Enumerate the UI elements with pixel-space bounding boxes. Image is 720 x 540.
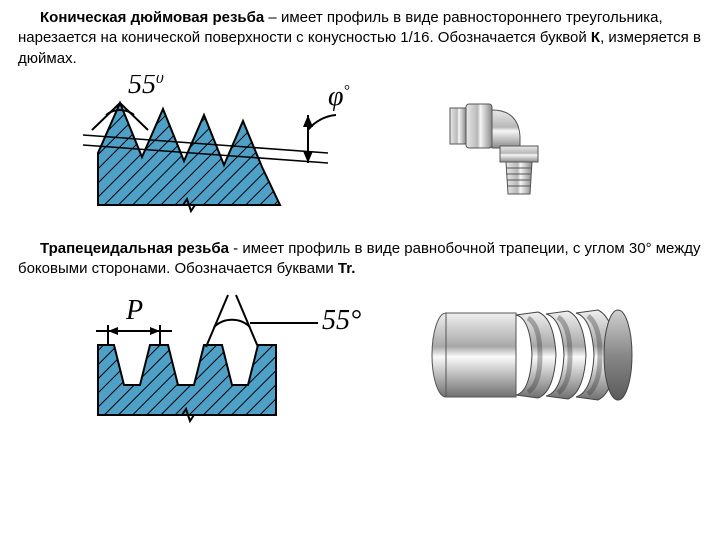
- section1-paragraph: Коническая дюймовая резьба – имеет профи…: [18, 8, 702, 69]
- angle-55-label: 550: [128, 75, 164, 100]
- trapezoidal-part-icon: [428, 300, 638, 410]
- angle-55-label-2: 55°: [322, 305, 361, 336]
- phi-label: φ°: [328, 81, 350, 112]
- section1-letter: К: [591, 29, 600, 46]
- trapezoidal-thread-diagram: P 55°: [78, 285, 378, 425]
- section1-figures: 550 φ°: [78, 75, 702, 215]
- section2-paragraph: Трапецеидальная резьба - имеет профиль в…: [18, 239, 702, 280]
- section1-title: Коническая дюймовая резьба: [40, 9, 264, 26]
- section2-figures: P 55°: [78, 285, 702, 425]
- section2-letter: Tr.: [338, 260, 356, 277]
- section2-title: Трапецеидальная резьба: [40, 240, 229, 257]
- pitch-p-label: P: [125, 295, 143, 326]
- conical-thread-diagram: 550 φ°: [78, 75, 368, 215]
- elbow-fitting-icon: [448, 90, 568, 200]
